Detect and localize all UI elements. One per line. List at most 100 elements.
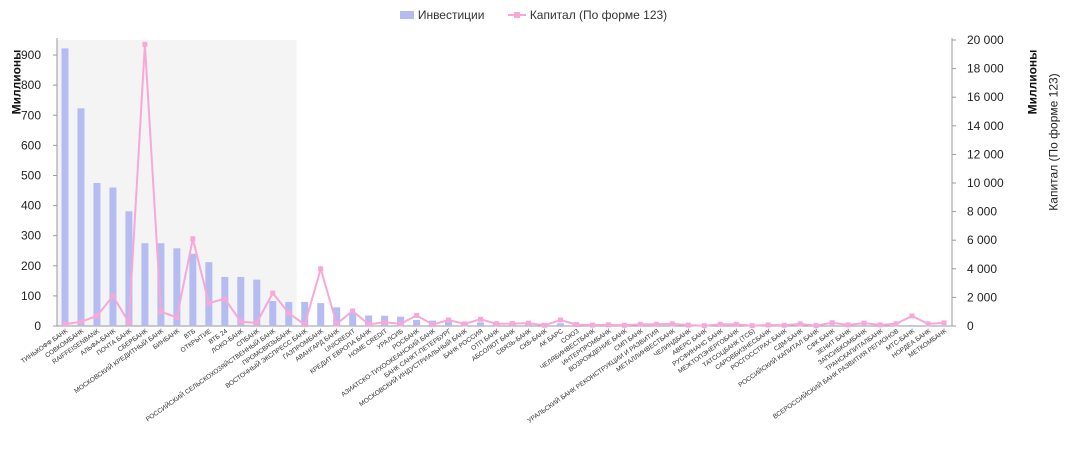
y-tick-label-left: 0 (34, 319, 41, 333)
line-point (925, 321, 931, 327)
line-point (78, 319, 84, 325)
y-tick-label-left: 400 (21, 199, 41, 213)
bar (365, 315, 373, 326)
line-point (414, 312, 420, 318)
line-point (350, 308, 356, 314)
y-tick-label-left: 500 (21, 168, 41, 182)
line-point (398, 321, 404, 327)
line-point (749, 323, 755, 329)
line-point (893, 321, 899, 327)
bar (141, 243, 149, 326)
y-tick-label-right: 12 000 (967, 147, 1004, 161)
line-point (861, 320, 867, 326)
line-point (589, 322, 595, 328)
line-point (462, 321, 468, 327)
y-tick-label-right: 2 000 (967, 290, 997, 304)
line-point (190, 236, 196, 242)
y-tick-label-right: 4 000 (967, 262, 997, 276)
line-point (733, 321, 739, 327)
bar (93, 183, 101, 326)
y-tick-label-right: 14 000 (967, 119, 1004, 133)
line-point (941, 320, 947, 326)
line-point (685, 322, 691, 328)
line-point (334, 321, 340, 327)
line-point (717, 321, 723, 327)
line-point (222, 296, 228, 302)
legend-label-investments: Инвестиции (417, 8, 485, 22)
bar (109, 187, 117, 326)
line-point (382, 319, 388, 325)
legend-swatch-bar-icon (399, 11, 414, 19)
bar (61, 48, 69, 326)
bar (477, 322, 485, 326)
bar (157, 243, 165, 326)
y-tick-label-left: 900 (21, 48, 41, 62)
bar (397, 316, 405, 326)
legend-swatch-line-icon (507, 11, 526, 19)
legend: Инвестиции Капитал (По форме 123) (0, 8, 1067, 22)
y-tick-label-left: 100 (21, 289, 41, 303)
y-tick-label-left: 200 (21, 259, 41, 273)
legend-label-capital: Капитал (По форме 123) (529, 8, 668, 22)
line-point (494, 321, 500, 327)
line-point (637, 321, 643, 327)
line-point (270, 290, 276, 296)
legend-item-investments[interactable]: Инвестиции (399, 8, 485, 22)
line-point (509, 321, 515, 327)
y-tick-label-left: 800 (21, 78, 41, 92)
bar (253, 279, 261, 326)
bar (413, 319, 421, 326)
line-point (877, 322, 883, 328)
line-point (286, 310, 292, 316)
y-tick-label-right: 18 000 (967, 62, 1004, 76)
line-point (110, 293, 116, 299)
y-tick-label-right: 6 000 (967, 233, 997, 247)
bar (173, 248, 181, 326)
bar (77, 108, 85, 326)
line-point (206, 300, 212, 306)
line-point (142, 41, 148, 47)
bar (333, 307, 341, 326)
bar (556, 323, 564, 326)
bar (189, 253, 197, 326)
line-point (573, 322, 579, 328)
bar (828, 325, 836, 326)
line-point (669, 321, 675, 327)
line-point (781, 322, 787, 328)
bar (221, 276, 229, 326)
y-tick-label-right: 10 000 (967, 176, 1004, 190)
line-point (126, 319, 132, 325)
line-point (446, 317, 452, 323)
bar (445, 321, 453, 326)
line-point (174, 314, 180, 320)
line-point (653, 321, 659, 327)
line-point (94, 313, 100, 319)
bar (317, 303, 325, 326)
line-point (541, 322, 547, 328)
y-tick-label-left: 700 (21, 108, 41, 122)
legend-item-capital[interactable]: Капитал (По форме 123) (507, 8, 668, 22)
line-point (605, 322, 611, 328)
bar (237, 276, 245, 326)
line-point (829, 320, 835, 326)
line-point (302, 322, 308, 328)
line-point (430, 322, 436, 328)
line-point (765, 322, 771, 328)
line-point (813, 323, 819, 329)
bar (205, 262, 213, 326)
line-point (909, 313, 915, 319)
line-point (238, 319, 244, 325)
bar (349, 313, 357, 326)
line-point (797, 321, 803, 327)
line-point (701, 323, 707, 329)
y-tick-label-right: 16 000 (967, 90, 1004, 104)
bar (908, 325, 916, 326)
bar (301, 301, 309, 326)
y-tick-label-right: 0 (967, 319, 974, 333)
line-point (254, 320, 260, 326)
series-line (64, 44, 945, 327)
line-point (62, 321, 68, 327)
line-point (366, 321, 372, 327)
